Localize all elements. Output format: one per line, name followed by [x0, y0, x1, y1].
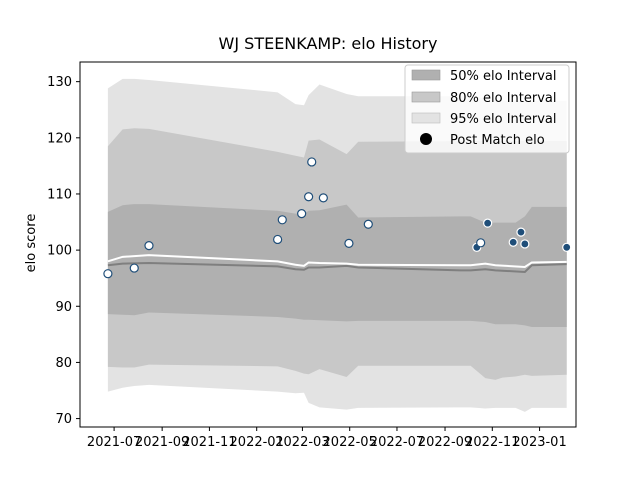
legend-label-band50: 50% elo Interval: [450, 69, 557, 84]
data-point: [304, 192, 314, 202]
x-tick-label: 2021-09: [135, 435, 189, 450]
data-point: [483, 218, 493, 228]
data-point: [144, 241, 154, 251]
data-point: [562, 242, 572, 252]
legend-label-post-match: Post Match elo: [450, 133, 545, 148]
mean-line: [107, 254, 567, 268]
y-tick-label: 130: [47, 75, 72, 90]
x-tick-label: 2022-11: [465, 435, 519, 450]
data-point: [297, 209, 307, 219]
y-tick-label: 100: [47, 244, 72, 259]
data-point: [363, 219, 373, 229]
y-axis-label: elo score: [24, 214, 39, 273]
y-tick-label: 80: [55, 356, 72, 371]
y-tick-label: 70: [55, 412, 72, 427]
legend-marker-post-match: [420, 133, 432, 145]
x-tick-label: 2023-01: [512, 435, 566, 450]
chart-title: WJ STEENKAMP: elo History: [219, 34, 438, 53]
data-point: [103, 269, 113, 279]
data-point: [273, 234, 283, 245]
data-point: [307, 157, 317, 167]
legend-swatch-band95: [411, 112, 441, 124]
data-point: [476, 238, 486, 248]
data-point: [129, 263, 139, 273]
data-point: [318, 193, 328, 203]
x-tick-label: 2022-09: [418, 435, 472, 450]
legend-label-band95: 95% elo Interval: [450, 112, 557, 127]
legend-label-band80: 80% elo Interval: [450, 91, 557, 106]
axes: 7080901001101201302021-072021-092021-112…: [47, 61, 577, 450]
median-line: [107, 262, 567, 274]
x-tick-label: 2022-03: [275, 435, 329, 450]
data-point: [277, 215, 287, 225]
x-tick-label: 2022-07: [370, 435, 424, 450]
x-tick-label: 2022-01: [230, 435, 284, 450]
y-tick-label: 90: [55, 300, 72, 315]
legend-swatch-band50: [411, 69, 441, 81]
y-tick-label: 110: [47, 187, 72, 202]
data-point: [344, 238, 354, 248]
legend-frame: [404, 64, 570, 154]
data-point: [520, 239, 530, 249]
data-point: [516, 227, 526, 237]
y-tick-label: 120: [47, 131, 72, 146]
legend-swatch-band80: [411, 91, 441, 103]
legend: 50% elo Interval 80% elo Interval 95% el…: [404, 64, 570, 154]
plot-area: [103, 78, 572, 412]
data-point: [508, 237, 518, 247]
x-tick-label: 2021-11: [182, 435, 236, 450]
x-tick-label: 2022-05: [323, 435, 377, 450]
axes-frame: [79, 61, 577, 428]
x-tick-label: 2021-07: [87, 435, 141, 450]
